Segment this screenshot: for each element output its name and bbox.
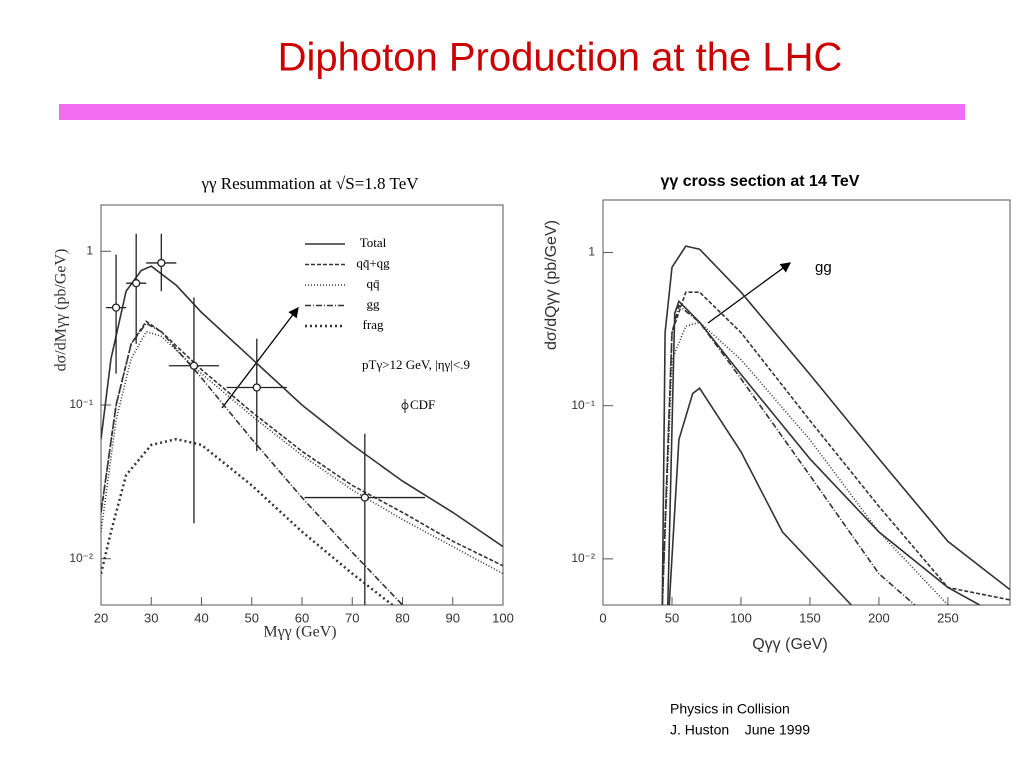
data-point (157, 258, 166, 268)
data-point (189, 361, 199, 370)
y-tick-label: 10⁻² (571, 551, 595, 565)
data-point (252, 383, 261, 392)
plot-frame (602, 199, 1011, 606)
legend-label: qq̄+qg (356, 255, 390, 270)
x-tick-label: 0 (599, 610, 606, 625)
x-tick-label: 60 (295, 610, 309, 625)
series-line (101, 265, 503, 548)
x-tick-label: 90 (446, 610, 460, 625)
x-tick-label: 150 (799, 610, 821, 625)
x-tick-label: 100 (492, 610, 514, 625)
y-axis-label: dσ/dMγγ (pb/GeV) (53, 249, 70, 372)
x-tick-label: 250 (937, 610, 959, 625)
series-line (661, 291, 1010, 605)
title-bar (59, 104, 965, 120)
annotation: CDF (410, 397, 435, 412)
footer-line: J. Huston June 1999 (670, 722, 810, 738)
series-line (668, 387, 852, 605)
chart-title: γγ Resummation at √S=1.8 TeV (200, 174, 419, 193)
x-tick-label: 50 (665, 610, 679, 625)
annotation: gg (815, 259, 832, 276)
series-line (661, 245, 1010, 605)
y-tick-label: 1 (588, 245, 595, 259)
data-point (360, 493, 369, 502)
series-line (661, 321, 949, 605)
x-tick-label: 20 (94, 610, 108, 625)
arrow (221, 306, 299, 409)
series-line (661, 304, 916, 605)
data-point (132, 279, 141, 288)
y-tick-label: 1 (86, 243, 93, 257)
data-point (111, 303, 121, 312)
legend-label: qq̄ (367, 276, 381, 291)
arrow (707, 262, 792, 324)
x-axis-label: Mγγ (GeV) (263, 624, 336, 641)
x-tick-label: 50 (245, 610, 259, 625)
y-axis-label: dσ/dQγγ (pb/GeV) (543, 220, 560, 350)
x-tick-label: 40 (194, 610, 208, 625)
x-tick-label: 200 (868, 610, 890, 625)
legend-label: frag (363, 317, 384, 332)
legend-label: gg (367, 296, 381, 311)
slide-title: Diphoton Production at the LHC (278, 36, 843, 80)
x-tick-label: 80 (395, 610, 409, 625)
series-line (101, 322, 404, 605)
y-tick-label: 10⁻¹ (571, 398, 595, 412)
chart-title: γγ cross section at 14 TeV (661, 173, 860, 190)
series-line (667, 299, 980, 605)
series-line (101, 437, 394, 605)
x-tick-label: 100 (730, 610, 752, 625)
series-line (101, 330, 503, 575)
series-line (101, 320, 503, 567)
y-tick-label: 10⁻¹ (69, 397, 93, 411)
legend-label: Total (360, 235, 387, 250)
x-axis-label: Qγγ (GeV) (752, 636, 828, 653)
footer-line: Physics in Collision (670, 701, 790, 717)
x-tick-label: 30 (144, 610, 158, 625)
x-tick-label: 70 (345, 610, 359, 625)
y-tick-label: 10⁻² (69, 551, 93, 565)
annotation: pTγ>12 GeV, |ηγ|<.9 (362, 357, 470, 372)
